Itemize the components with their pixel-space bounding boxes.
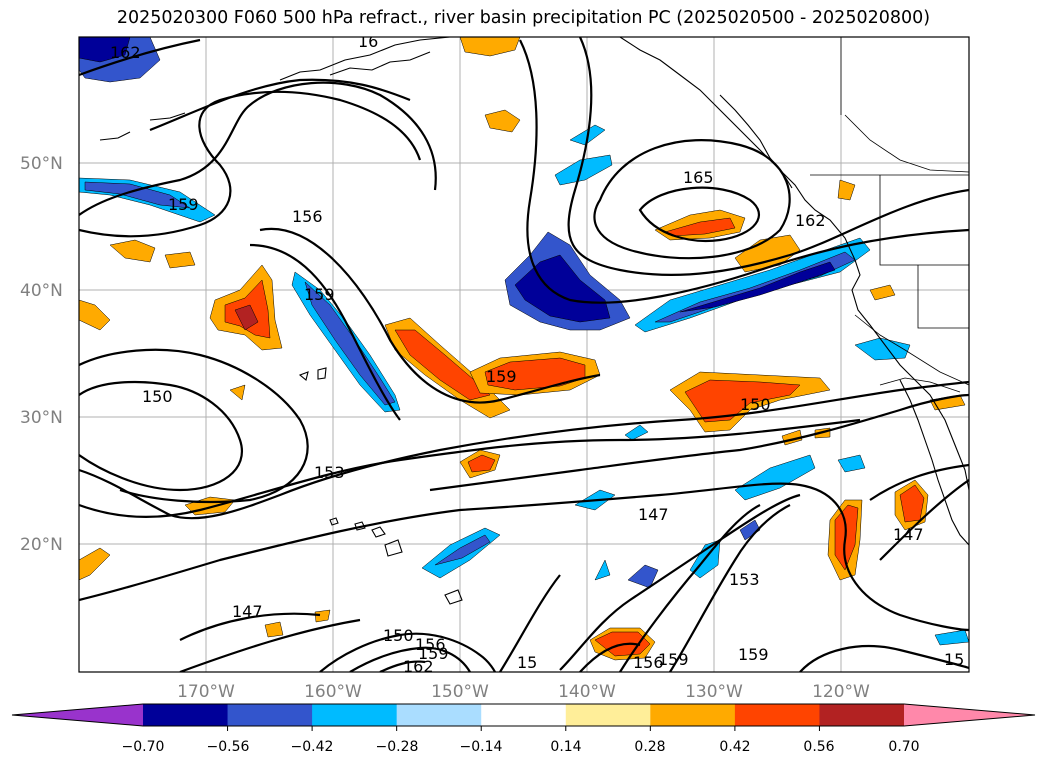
colorbar-swatch — [481, 704, 567, 726]
contour-label: 162 — [795, 211, 826, 230]
lon-label: 170°W — [177, 682, 235, 702]
contour-label: 150 — [383, 626, 414, 645]
longitude-labels: 170°W 160°W 150°W 140°W 130°W 120°W — [177, 682, 870, 702]
lat-label: 50°N — [20, 154, 63, 174]
latitude-labels: 50°N 40°N 30°N 20°N — [20, 154, 63, 555]
lon-label: 120°W — [812, 682, 870, 702]
colorbar-outline — [11, 703, 1036, 727]
map-title: 2025020300 F060 500 hPa refract., river … — [116, 8, 931, 28]
colorbar-swatch — [819, 704, 905, 726]
colorbar-swatch — [396, 704, 482, 726]
contour-label: 156 — [633, 653, 664, 672]
lat-label: 40°N — [20, 281, 63, 301]
colorbar-extend-high — [904, 704, 1035, 726]
contour-label: 153 — [729, 570, 760, 589]
contour-label: 15 — [944, 650, 964, 669]
refractivity-contours — [79, 37, 969, 672]
lon-label: 130°W — [685, 682, 743, 702]
colorbar-tick-label: 0.42 — [719, 739, 750, 755]
coastlines — [99, 37, 969, 605]
lon-label: 160°W — [304, 682, 362, 702]
contour-label: 153 — [314, 463, 345, 482]
contour-label: 150 — [740, 395, 771, 414]
contour-label: 159 — [168, 195, 199, 214]
colorbar-tick-label: −0.56 — [207, 739, 250, 755]
colorbar-extend-low — [12, 704, 143, 726]
colorbar — [11, 703, 1036, 731]
map-area: 162 165 162 159 156 159 159 150 150 153 … — [79, 32, 969, 676]
political-borders — [810, 37, 969, 393]
contour-label: 147 — [638, 505, 669, 524]
colorbar-tick-label: −0.70 — [122, 739, 165, 755]
contour-label: 162 — [110, 43, 141, 62]
contour-label: 156 — [415, 635, 446, 654]
contour-label: 159 — [658, 650, 689, 669]
colorbar-swatch — [734, 704, 820, 726]
colorbar-tick-label: 0.14 — [550, 739, 581, 755]
lat-label: 30°N — [20, 408, 63, 428]
map-frame — [78, 36, 970, 673]
contour-label: 159 — [738, 645, 769, 664]
colorbar-tick-label: 0.56 — [803, 739, 834, 755]
colorbar-swatch — [143, 704, 229, 726]
colorbar-tick-label: −0.14 — [460, 739, 503, 755]
contour-label: 156 — [292, 207, 323, 226]
contour-label: 150 — [142, 387, 173, 406]
colorbar-tick-label: −0.42 — [291, 739, 334, 755]
lat-label: 20°N — [20, 535, 63, 555]
contour-label: 162 — [403, 657, 434, 676]
contour-label: 165 — [683, 168, 714, 187]
contour-label: 147 — [893, 525, 924, 544]
contour-label: 16 — [358, 32, 378, 51]
contour-label: 159 — [486, 367, 517, 386]
colorbar-swatch — [565, 704, 651, 726]
colorbar-swatch — [312, 704, 398, 726]
colorbar-tick-label: 0.28 — [634, 739, 665, 755]
lon-label: 140°W — [558, 682, 616, 702]
contour-labels: 162 165 162 159 156 159 159 150 150 153 … — [110, 32, 964, 676]
contour-label: 15 — [517, 653, 537, 672]
contour-label: 147 — [232, 602, 263, 621]
colorbar-labels: −0.70 −0.56 −0.42 −0.28 −0.14 0.14 0.28 … — [122, 739, 920, 755]
colorbar-swatch — [227, 704, 313, 726]
colorbar-tick-label: 0.70 — [888, 739, 919, 755]
colorbar-swatch — [650, 704, 736, 726]
contour-label: 159 — [304, 285, 335, 304]
contour-label: 159 — [418, 644, 449, 663]
lon-label: 150°W — [431, 682, 489, 702]
colorbar-tick-label: −0.28 — [376, 739, 419, 755]
